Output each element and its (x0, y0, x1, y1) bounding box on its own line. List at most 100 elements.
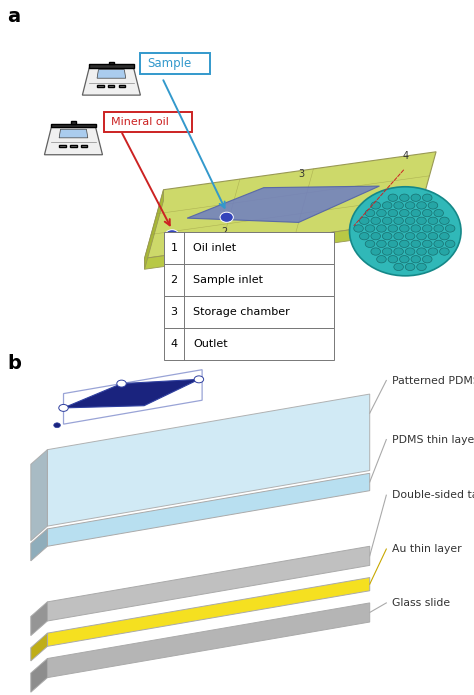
Polygon shape (82, 68, 140, 95)
Circle shape (405, 233, 415, 240)
Circle shape (422, 240, 432, 247)
Circle shape (371, 248, 381, 255)
Circle shape (54, 423, 60, 427)
Circle shape (417, 248, 426, 255)
Circle shape (365, 209, 375, 217)
Polygon shape (45, 127, 102, 155)
Circle shape (417, 202, 426, 209)
FancyBboxPatch shape (51, 124, 96, 127)
Text: Mineral oil: Mineral oil (111, 117, 169, 127)
Circle shape (365, 240, 375, 247)
Circle shape (359, 217, 369, 224)
Polygon shape (145, 152, 436, 259)
Circle shape (411, 224, 420, 232)
Polygon shape (187, 186, 379, 222)
Circle shape (377, 256, 386, 263)
Polygon shape (64, 379, 199, 408)
Circle shape (428, 248, 438, 255)
Polygon shape (47, 603, 370, 678)
FancyBboxPatch shape (119, 85, 126, 88)
Circle shape (165, 230, 179, 240)
Circle shape (365, 224, 375, 232)
Circle shape (439, 217, 449, 224)
Polygon shape (31, 633, 47, 661)
Polygon shape (97, 70, 126, 79)
Circle shape (394, 248, 403, 255)
Circle shape (428, 233, 438, 240)
FancyBboxPatch shape (71, 121, 76, 124)
Circle shape (417, 233, 426, 240)
Circle shape (388, 209, 398, 217)
Text: 2: 2 (170, 275, 178, 285)
Circle shape (400, 209, 409, 217)
Polygon shape (31, 450, 47, 541)
Polygon shape (145, 190, 164, 269)
Circle shape (405, 202, 415, 209)
Text: 2: 2 (221, 227, 228, 238)
Polygon shape (145, 220, 417, 269)
Circle shape (417, 217, 426, 224)
Circle shape (434, 224, 444, 232)
FancyBboxPatch shape (89, 64, 134, 68)
Circle shape (383, 248, 392, 255)
Circle shape (439, 233, 449, 240)
Circle shape (434, 240, 444, 247)
Text: Au thin layer: Au thin layer (392, 544, 462, 554)
Text: a: a (7, 7, 20, 26)
Circle shape (388, 224, 398, 232)
Circle shape (411, 209, 420, 217)
Circle shape (377, 224, 386, 232)
Text: 1: 1 (167, 245, 173, 255)
FancyBboxPatch shape (109, 85, 114, 88)
Text: 4: 4 (402, 152, 409, 161)
Circle shape (405, 248, 415, 255)
Text: PDMS thin layer: PDMS thin layer (392, 434, 474, 445)
Circle shape (400, 194, 409, 202)
Polygon shape (31, 602, 47, 635)
Circle shape (422, 256, 432, 263)
Circle shape (439, 248, 449, 255)
FancyBboxPatch shape (97, 85, 103, 88)
Text: Double-sided tape: Double-sided tape (392, 490, 474, 500)
Circle shape (400, 240, 409, 247)
Polygon shape (47, 546, 370, 621)
Text: 4: 4 (170, 338, 178, 349)
Circle shape (194, 376, 204, 383)
Circle shape (446, 224, 455, 232)
Circle shape (411, 194, 420, 202)
Text: Outlet: Outlet (193, 338, 228, 349)
Circle shape (394, 217, 403, 224)
Text: b: b (7, 354, 21, 373)
Circle shape (394, 263, 403, 270)
Text: Sample: Sample (147, 57, 191, 70)
Text: Patterned PDMS: Patterned PDMS (392, 375, 474, 386)
Circle shape (434, 209, 444, 217)
Circle shape (428, 202, 438, 209)
Circle shape (388, 240, 398, 247)
Text: 3: 3 (171, 307, 177, 317)
Circle shape (446, 240, 455, 247)
Circle shape (405, 263, 415, 270)
Circle shape (359, 233, 369, 240)
Circle shape (422, 194, 432, 202)
Circle shape (383, 217, 392, 224)
Text: 3: 3 (298, 169, 304, 179)
Circle shape (59, 404, 68, 411)
Polygon shape (64, 370, 202, 424)
Circle shape (405, 217, 415, 224)
Text: Oil inlet: Oil inlet (193, 243, 236, 253)
Circle shape (117, 380, 126, 387)
Circle shape (428, 217, 438, 224)
Text: Sample inlet: Sample inlet (193, 275, 263, 285)
Polygon shape (59, 129, 88, 138)
FancyBboxPatch shape (164, 296, 334, 328)
Polygon shape (47, 578, 370, 646)
Circle shape (354, 224, 364, 232)
Polygon shape (47, 394, 370, 526)
FancyBboxPatch shape (59, 145, 65, 147)
Circle shape (400, 256, 409, 263)
Polygon shape (31, 529, 47, 561)
FancyBboxPatch shape (82, 145, 88, 147)
Circle shape (383, 233, 392, 240)
FancyBboxPatch shape (164, 328, 334, 359)
